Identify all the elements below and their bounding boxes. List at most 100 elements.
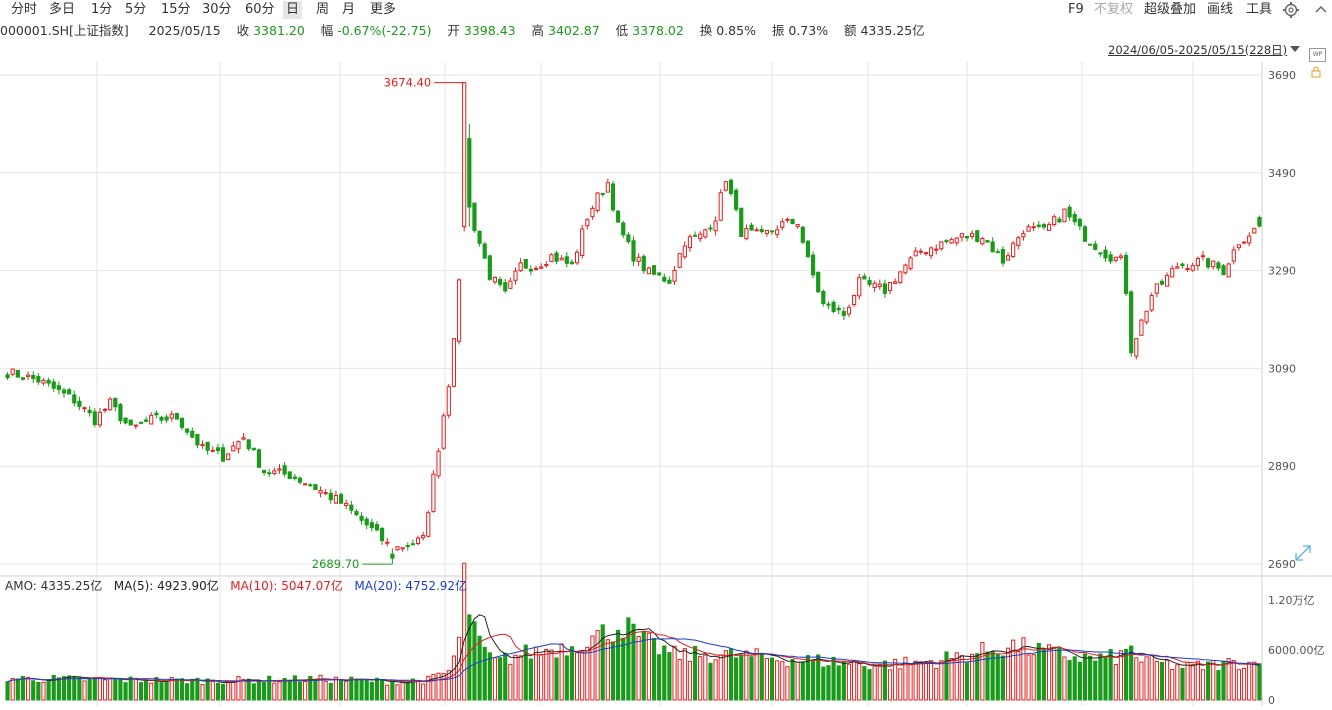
security-code: 000001.SH[上证指数] bbox=[0, 23, 129, 38]
volume-bar-51 bbox=[267, 675, 272, 701]
period-tab-2[interactable]: 1分 bbox=[91, 2, 113, 17]
volume-bar-230 bbox=[1185, 661, 1190, 701]
toolbar-button-3[interactable]: 画线 bbox=[1207, 2, 1234, 17]
candle-body-48 bbox=[251, 447, 256, 451]
candle-body-67 bbox=[349, 504, 354, 511]
volume-bar-187 bbox=[964, 662, 970, 701]
volume-bar-78 bbox=[405, 681, 410, 701]
wp-icon[interactable]: WP bbox=[1309, 48, 1326, 62]
period-tab-4[interactable]: 15分 bbox=[161, 2, 191, 17]
period-tab-8[interactable]: 周 bbox=[316, 2, 330, 17]
period-tab-6[interactable]: 60分 bbox=[245, 2, 275, 17]
volume-bar-198 bbox=[1021, 637, 1026, 701]
candle-body-94 bbox=[487, 255, 492, 280]
volume-bar-218 bbox=[1123, 648, 1129, 701]
volume-bar-55 bbox=[287, 680, 292, 701]
volume-bar-54 bbox=[282, 678, 287, 701]
candle-body-205 bbox=[1057, 218, 1062, 223]
volume-bar-84 bbox=[436, 672, 441, 701]
candle-body-222 bbox=[1144, 310, 1149, 323]
toolbar-button-1[interactable]: 不复权 bbox=[1094, 2, 1134, 17]
candle-body-37 bbox=[195, 433, 200, 446]
candle-body-54 bbox=[282, 465, 287, 475]
toolbar-button-4[interactable]: 工具 bbox=[1246, 2, 1273, 17]
volume-bar-196 bbox=[1011, 639, 1016, 701]
candle-body-39 bbox=[205, 441, 210, 451]
volume-bar-143 bbox=[739, 654, 744, 701]
candle-body-229 bbox=[1180, 263, 1185, 267]
volume-bar-29 bbox=[154, 677, 159, 701]
range-dropdown-icon[interactable] bbox=[1290, 46, 1300, 52]
volume-bar-20 bbox=[108, 678, 113, 701]
candle-body-31 bbox=[164, 416, 169, 421]
toolbar-button-0[interactable]: F9 bbox=[1068, 2, 1084, 17]
candle-body-161 bbox=[831, 301, 836, 312]
candle-body-224 bbox=[1154, 283, 1159, 294]
volume-bar-81 bbox=[421, 683, 426, 701]
candle-body-32 bbox=[169, 413, 174, 419]
volume-bar-90 bbox=[467, 614, 472, 701]
period-tab-1[interactable]: 多日 bbox=[49, 2, 76, 17]
candle-body-78 bbox=[405, 545, 410, 548]
volume-bar-176 bbox=[908, 663, 913, 701]
vol-y-tick-2: 1.20万亿 bbox=[1268, 594, 1315, 607]
candle-body-122 bbox=[631, 240, 636, 262]
candle-body-123 bbox=[636, 256, 641, 262]
volume-bar-21 bbox=[113, 677, 118, 701]
volume-bar-208 bbox=[1072, 656, 1077, 701]
volume-bar-122 bbox=[631, 623, 636, 701]
volume-bar-236 bbox=[1216, 670, 1221, 701]
volume-bar-13 bbox=[72, 675, 77, 701]
volume-bar-5 bbox=[31, 680, 36, 701]
candle-body-127 bbox=[657, 272, 662, 276]
period-tab-0[interactable]: 分时 bbox=[11, 2, 38, 17]
period-tab-9[interactable]: 月 bbox=[342, 2, 356, 17]
candle-body-162 bbox=[836, 307, 841, 311]
candle-body-33 bbox=[174, 412, 179, 420]
volume-bar-124 bbox=[641, 630, 646, 701]
candle-body-84 bbox=[436, 450, 441, 477]
candle-body-158 bbox=[816, 271, 821, 293]
volume-bar-1 bbox=[10, 677, 15, 701]
lock-icon[interactable] bbox=[1311, 66, 1321, 78]
toolbar-button-2[interactable]: 超级叠加 bbox=[1144, 2, 1197, 17]
volume-bar-114 bbox=[590, 635, 595, 701]
candle-body-200 bbox=[1031, 226, 1036, 229]
volume-bar-72 bbox=[374, 677, 380, 701]
candle-body-186 bbox=[959, 233, 964, 238]
period-tab-7[interactable]: 日 bbox=[283, 1, 303, 19]
date-range-selector[interactable]: 2024/06/05-2025/05/15(228日) bbox=[1108, 43, 1288, 57]
volume-bar-186 bbox=[959, 655, 964, 701]
volume-bar-67 bbox=[349, 676, 354, 701]
candle-body-172 bbox=[887, 281, 893, 292]
candle-body-98 bbox=[508, 280, 513, 289]
volume-bar-100 bbox=[518, 655, 523, 701]
volume-bar-235 bbox=[1211, 660, 1216, 701]
volume-bar-175 bbox=[903, 656, 908, 701]
collapse-icon[interactable] bbox=[1312, 1, 1330, 19]
volume-bar-139 bbox=[718, 654, 723, 701]
candle-body-214 bbox=[1103, 249, 1108, 259]
period-tab-10[interactable]: 更多 bbox=[370, 2, 397, 17]
volume-bar-57 bbox=[297, 681, 303, 701]
candle-body-215 bbox=[1108, 254, 1113, 262]
candle-body-177 bbox=[913, 250, 918, 257]
candle-body-140 bbox=[723, 181, 728, 191]
volume-bar-233 bbox=[1200, 669, 1206, 701]
gear-icon[interactable] bbox=[1282, 1, 1300, 19]
candle-body-139 bbox=[718, 192, 723, 221]
candle-body-167 bbox=[862, 275, 867, 280]
volume-ma10-line bbox=[7, 631, 1260, 683]
period-tab-3[interactable]: 5分 bbox=[125, 2, 147, 17]
volume-bar-104 bbox=[539, 653, 544, 701]
period-tab-5[interactable]: 30分 bbox=[202, 2, 232, 17]
candle-body-226 bbox=[1164, 275, 1170, 287]
volume-bar-205 bbox=[1057, 647, 1062, 701]
candle-body-165 bbox=[852, 294, 857, 306]
volume-bar-62 bbox=[323, 680, 328, 701]
candle-body-163 bbox=[841, 311, 846, 316]
candle-body-147 bbox=[759, 229, 764, 232]
volume-bar-38 bbox=[200, 684, 205, 701]
volume-bar-11 bbox=[61, 676, 67, 701]
